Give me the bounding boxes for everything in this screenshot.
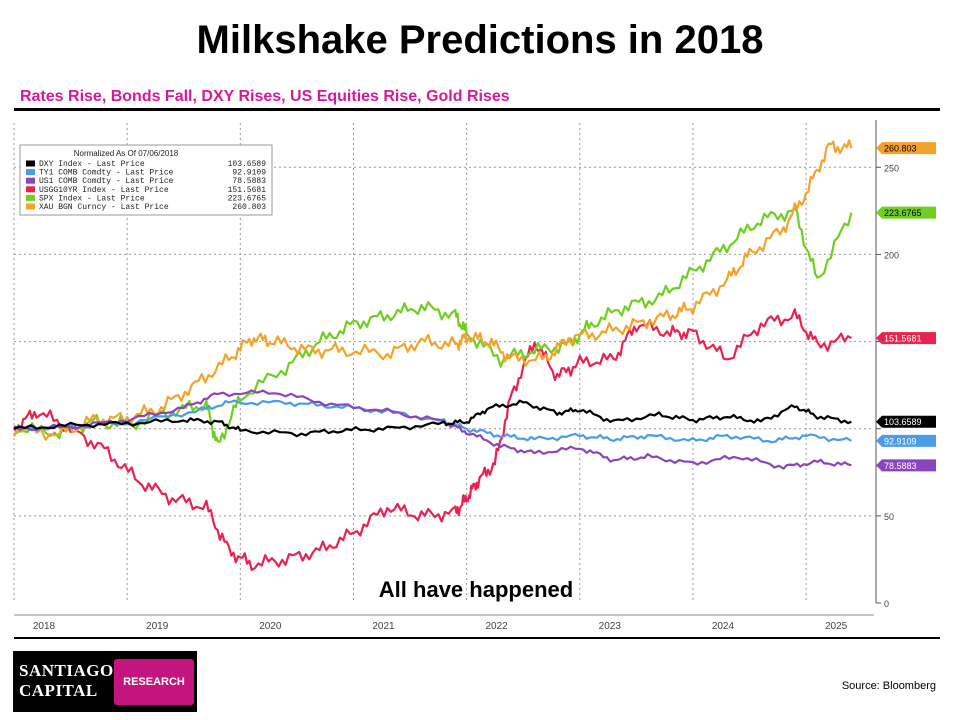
value-tag-label: 103.6589	[884, 417, 922, 427]
logo-line1: SANTIAGO	[19, 661, 114, 680]
legend-swatch	[26, 169, 35, 176]
legend-swatch	[26, 177, 35, 184]
value-tag-label: 260.803	[884, 144, 917, 154]
value-tag: 260.803	[876, 142, 936, 155]
legend-entry-value: 260.803	[232, 203, 266, 212]
value-tag: 223.6765	[876, 206, 936, 219]
logo-wordmark: SANTIAGO CAPITAL	[19, 661, 117, 701]
logo-line2: CAPITAL	[19, 681, 98, 700]
legend-entry-value: 103.6589	[228, 160, 267, 169]
x-tick-label: 2019	[146, 621, 169, 632]
value-tag-shape	[876, 332, 936, 345]
value-tag-label: 92.9109	[884, 436, 917, 446]
x-tick-label: 2022	[486, 621, 509, 632]
series-line	[13, 207, 853, 443]
x-tick-label: 2018	[33, 621, 56, 632]
value-tag-shape	[876, 415, 936, 428]
legend-swatch	[26, 186, 35, 193]
chart-value-tags: 103.6589 92.9109 78.5883 151.5681 223.6765 26…	[876, 142, 936, 472]
x-tick-label: 2023	[599, 621, 622, 632]
y-tick-label: 50	[884, 512, 894, 522]
chart-lines	[13, 139, 853, 571]
legend-entry-name: DXY Index - Last Price	[39, 160, 145, 169]
santiago-capital-logo: SANTIAGO CAPITAL RESEARCH	[13, 651, 197, 712]
series-line	[13, 399, 852, 438]
legend-entry-value: 78.5883	[232, 177, 266, 186]
legend-entry-name: SPX Index - Last Price	[39, 194, 145, 203]
value-tag: 151.5681	[876, 332, 936, 345]
research-badge: RESEARCH	[114, 659, 194, 705]
legend-entry-value: 92.9109	[232, 169, 266, 178]
value-tag-shape	[876, 142, 936, 155]
value-tag-shape	[876, 206, 936, 219]
source-note: Source: Bloomberg	[841, 680, 936, 692]
y-tick-label: 0	[884, 599, 889, 609]
x-tick-label: 2021	[372, 621, 395, 632]
legend-entry-value: 223.6765	[228, 194, 267, 203]
series-line	[13, 139, 853, 441]
value-tag: 78.5883	[876, 459, 936, 472]
bottom-divider	[14, 637, 940, 639]
series-line	[13, 308, 852, 571]
legend-title: Normalized As Of 07/06/2018	[74, 149, 179, 158]
value-tag: 103.6589	[876, 415, 936, 428]
legend-entry-name: US1 COMB Comdty - Last Price	[39, 177, 174, 186]
x-tick-label: 2024	[712, 621, 735, 632]
legend-entry-name: USGG10YR Index - Last Price	[39, 186, 169, 195]
legend-swatch	[26, 194, 35, 201]
series-line	[13, 399, 852, 444]
value-tag-label: 78.5883	[884, 461, 917, 471]
chart-legend: Normalized As Of 07/06/2018 DXY Index - L…	[19, 144, 273, 216]
top-divider	[14, 108, 940, 111]
series-line	[13, 389, 852, 470]
y-tick-label: 250	[884, 163, 899, 173]
legend-box	[19, 144, 273, 216]
value-tag-label: 223.6765	[884, 208, 922, 218]
value-tag: 92.9109	[876, 434, 936, 447]
value-tag-label: 151.5681	[884, 334, 922, 344]
legend-entry-name: XAU BGN Curncy - Last Price	[39, 203, 169, 212]
chart-subtitle: Rates Rise, Bonds Fall, DXY Rises, US Eq…	[20, 88, 510, 105]
legend-swatch	[26, 203, 35, 210]
chart-annotation: All have happened	[379, 577, 573, 602]
chart-axis: 0 50 200 250 2018 2019 2020 2021 2022 2023 2024 202…	[14, 120, 899, 632]
value-tag-shape	[876, 459, 936, 472]
value-tag-shape	[876, 434, 936, 447]
y-tick-label: 200	[884, 250, 899, 260]
legend-entry-value: 151.5681	[228, 186, 267, 195]
page-title: Milkshake Predictions in 2018	[196, 18, 764, 62]
x-tick-label: 2025	[825, 621, 848, 632]
legend-swatch	[26, 160, 35, 167]
legend-entry-name: TY1 COMB Comdty - Last Price	[39, 169, 174, 178]
x-tick-label: 2020	[259, 621, 282, 632]
